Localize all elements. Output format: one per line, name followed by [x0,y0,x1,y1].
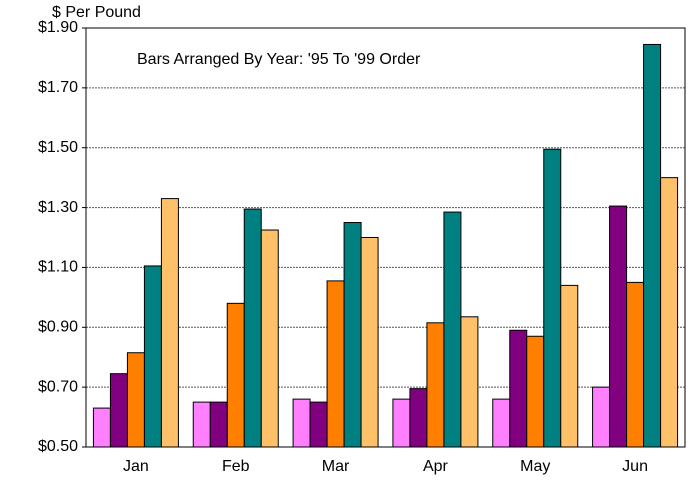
bar [392,398,411,448]
bar [643,43,662,448]
y-tick-label: $1.90 [38,19,78,36]
y-tick-label: $0.90 [38,319,78,336]
y-axis-label: $ Per Pound [52,4,141,21]
y-tick-label: $1.50 [38,139,78,156]
bar [309,401,328,448]
bar [609,205,628,448]
x-tick-label: Jun [622,458,648,475]
bar [426,322,445,448]
x-tick-label: May [520,458,550,475]
x-tick-label: Jan [123,458,149,475]
bar [143,265,162,448]
y-tick-label: $1.10 [38,259,78,276]
bar [92,407,111,448]
y-tick-label: $1.30 [38,199,78,216]
bar [260,229,279,448]
x-tick-label: Feb [222,458,250,475]
bar [409,388,428,448]
x-tick-label: Mar [322,458,350,475]
bar [343,222,362,448]
y-tick-label: $0.70 [38,378,78,395]
annotation: Bars Arranged By Year: '95 To '99 Order [137,51,421,68]
bar [109,373,128,448]
bar [209,401,228,448]
y-tick-label: $0.50 [38,438,78,455]
x-tick-label: Apr [423,458,449,475]
bar [192,401,211,448]
bar [243,208,262,448]
bar [560,284,579,448]
bar [160,198,179,448]
plot-border [85,27,686,448]
bar [660,177,679,448]
bar [126,352,145,448]
bar [443,211,462,448]
bar [326,280,345,448]
bar [592,386,611,448]
bar [226,302,245,448]
bar [509,329,528,448]
bar [543,148,562,448]
bar [626,281,645,448]
bar [492,398,511,448]
bar [526,335,545,448]
y-tick-label: $1.70 [38,79,78,96]
bar [292,398,311,448]
bar [460,316,479,448]
bar [360,237,379,448]
